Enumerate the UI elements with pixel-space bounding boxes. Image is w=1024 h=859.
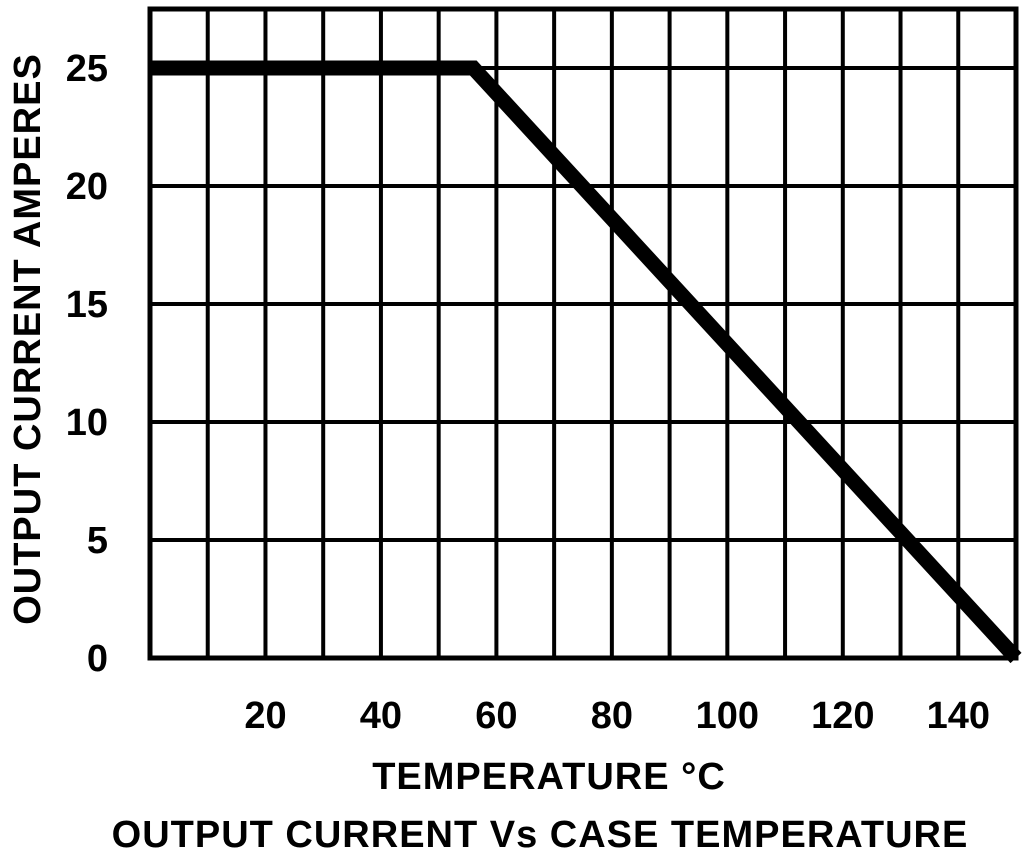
y-tick-label: 15 (66, 284, 108, 326)
x-tick-label: 140 (927, 695, 990, 737)
y-tick-label: 25 (66, 48, 108, 90)
x-axis-title: TEMPERATURE °C (372, 756, 726, 798)
grid (150, 9, 1016, 658)
x-tick-label: 20 (244, 695, 286, 737)
y-tick-label: 10 (66, 402, 108, 444)
plot-border (147, 6, 1019, 661)
y-tick-label: 5 (87, 520, 108, 562)
x-tick-label: 60 (475, 695, 517, 737)
x-tick-label: 120 (811, 695, 874, 737)
x-tick-label: 80 (591, 695, 633, 737)
derating-curve (150, 60, 1022, 664)
x-tick-labels: 20 40 60 80 100 120 140 (244, 695, 990, 737)
x-tick-label: 40 (360, 695, 402, 737)
chart-title: OUTPUT CURRENT Vs CASE TEMPERATURE (112, 814, 969, 856)
y-tick-labels: 0 5 10 15 20 25 (66, 48, 108, 680)
series-layer (150, 60, 1022, 664)
y-axis-title: OUTPUT CURRENT AMPERES (7, 53, 49, 625)
x-tick-label: 100 (696, 695, 759, 737)
plot-frame (147, 6, 1019, 661)
y-tick-label: 20 (66, 166, 108, 208)
y-tick-label: 0 (87, 638, 108, 680)
